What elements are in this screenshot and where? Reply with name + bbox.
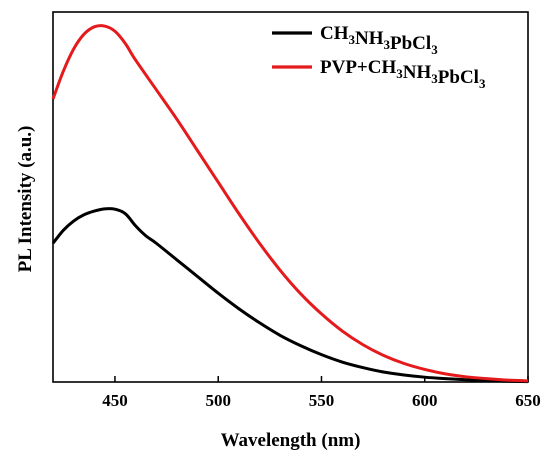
x-tick-label: 650 [515,391,541,410]
x-tick-label: 450 [102,391,128,410]
legend-item-1: CH3NH3PbCl3 [272,23,438,57]
legend-label: PVP+CH3NH3PbCl3 [320,57,486,91]
x-axis-label: Wavelength (nm) [221,430,361,451]
x-tick-label: 550 [309,391,335,410]
legend-label: CH3NH3PbCl3 [320,23,438,57]
x-axis-ticks: 450 500 550 600 650 [102,376,541,410]
series-line-2 [51,24,529,383]
plot-frame [52,11,529,383]
x-tick-label: 500 [205,391,231,410]
legend-item-2: PVP+CH3NH3PbCl3 [272,57,486,91]
y-axis-label: PL Intensity (a.u.) [15,126,36,273]
series-line-1 [51,207,529,384]
plot-area: 450 500 550 600 650 [51,11,541,410]
x-tick-label: 600 [412,391,438,410]
series-layer [51,24,529,384]
